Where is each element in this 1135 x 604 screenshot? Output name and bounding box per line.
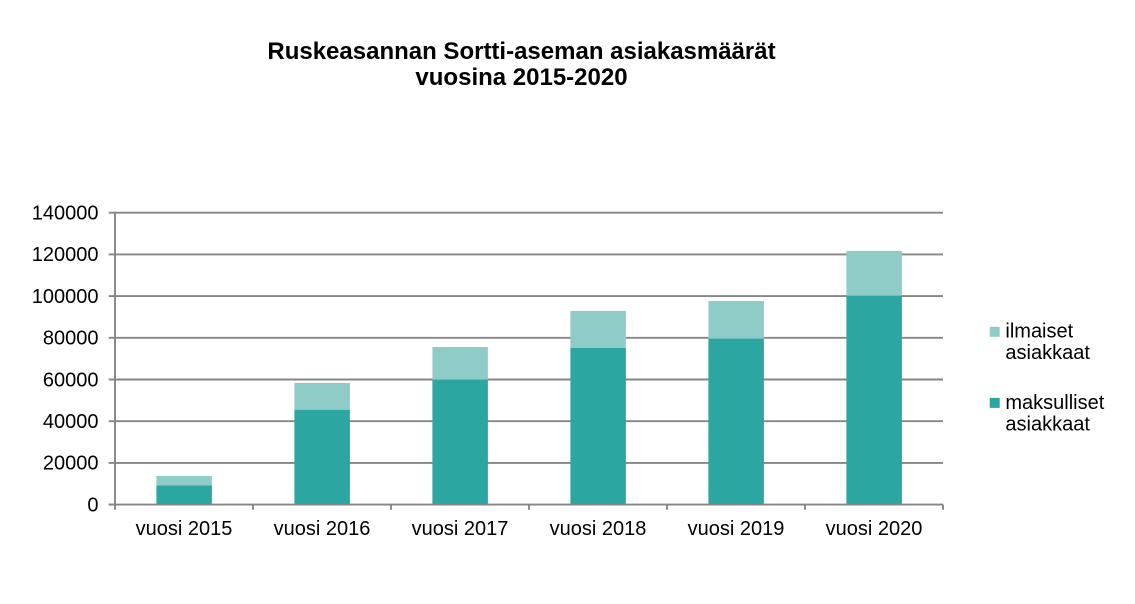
svg-text:ilmaiset: ilmaiset (1005, 321, 1073, 343)
svg-text:asiakkaat: asiakkaat (1005, 413, 1090, 435)
svg-text:vuosi 2020: vuosi 2020 (826, 518, 923, 540)
svg-text:vuosi 2017: vuosi 2017 (412, 518, 509, 540)
svg-text:120000: 120000 (32, 244, 99, 266)
svg-text:asiakkaat: asiakkaat (1005, 342, 1090, 364)
svg-text:vuosi 2015: vuosi 2015 (136, 518, 233, 540)
svg-text:80000: 80000 (43, 328, 99, 350)
svg-text:vuosi 2016: vuosi 2016 (274, 518, 371, 540)
svg-text:vuosi 2019: vuosi 2019 (688, 518, 785, 540)
svg-text:40000: 40000 (43, 411, 99, 433)
svg-text:0: 0 (87, 494, 98, 516)
svg-text:maksulliset: maksulliset (1005, 392, 1104, 414)
svg-text:100000: 100000 (32, 286, 99, 308)
svg-text:vuosi 2018: vuosi 2018 (550, 518, 647, 540)
svg-text:Ruskeasannan Sortti-aseman asi: Ruskeasannan Sortti-aseman asiakasmäärät (267, 38, 775, 65)
svg-text:140000: 140000 (32, 203, 99, 225)
svg-text:60000: 60000 (43, 369, 99, 391)
svg-text:20000: 20000 (43, 453, 99, 475)
svg-text:vuosina 2015-2020: vuosina 2015-2020 (415, 64, 627, 91)
